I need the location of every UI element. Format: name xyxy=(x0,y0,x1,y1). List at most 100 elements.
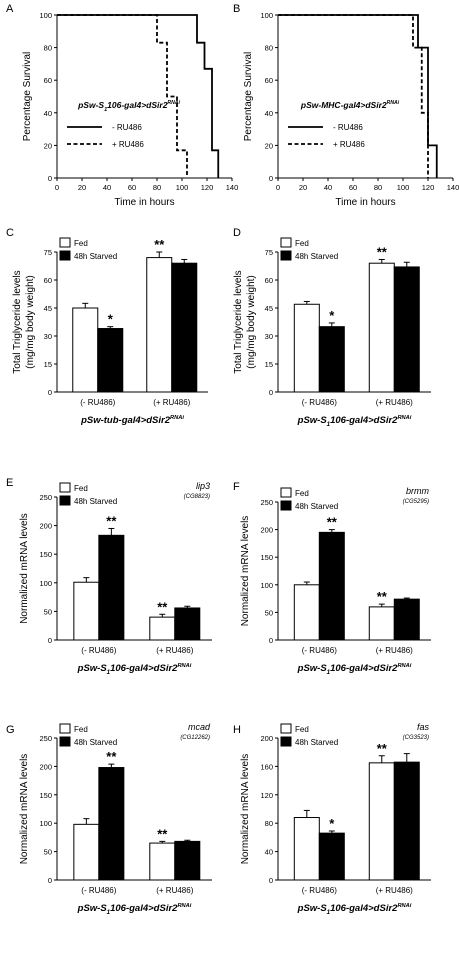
y-tick-label: 15 xyxy=(44,360,52,369)
bar-fed xyxy=(293,817,320,881)
legend-label: - RU486 xyxy=(112,123,142,132)
bar-fed xyxy=(146,257,173,393)
x-tick-label: 120 xyxy=(422,183,435,192)
legend-swatch-fed xyxy=(59,482,71,493)
legend-label: 48h Starved xyxy=(74,252,117,261)
legend-swatch-fed xyxy=(280,723,292,734)
y-tick-label: 100 xyxy=(260,581,273,590)
y-tick-label: 0 xyxy=(269,174,273,183)
y-axis-label: Total Triglyceride levels xyxy=(12,270,23,373)
gene-name: mcad xyxy=(188,722,211,732)
y-tick-label: 80 xyxy=(265,44,273,53)
bar-fed xyxy=(149,616,176,641)
x-tick-label: 60 xyxy=(349,183,357,192)
y-tick-label: 200 xyxy=(260,526,273,535)
y-tick-label: 80 xyxy=(265,819,273,828)
genotype-label: pSw-MHC-gal4>dSir2RNAi xyxy=(300,100,400,110)
significance-mark: * xyxy=(329,308,335,323)
x-tick-label: 140 xyxy=(226,183,239,192)
y-tick-label: 0 xyxy=(48,636,52,645)
category-label: (- RU486) xyxy=(81,886,116,895)
category-label: (+ RU486) xyxy=(376,646,413,655)
y-tick-label: 60 xyxy=(265,76,273,85)
x-axis-label: Time in hours xyxy=(114,197,174,208)
x-tick-label: 100 xyxy=(397,183,410,192)
y-tick-label: 160 xyxy=(260,762,273,771)
significance-mark: ** xyxy=(377,244,388,259)
x-tick-label: 40 xyxy=(324,183,332,192)
y-tick-label: 60 xyxy=(265,276,273,285)
significance-mark: * xyxy=(108,312,114,327)
bar-starved xyxy=(171,262,198,393)
panel-letter: E xyxy=(6,477,13,489)
y-tick-label: 40 xyxy=(44,109,52,118)
bar-starved xyxy=(174,840,201,881)
y-tick-label: 60 xyxy=(44,76,52,85)
genotype-label: pSw-S1106-gal4>dSir2RNAi xyxy=(297,903,412,916)
bar-starved xyxy=(98,534,125,641)
y-tick-label: 100 xyxy=(39,579,52,588)
survival-line-plus-ru486 xyxy=(278,14,429,178)
bar-fed xyxy=(293,584,320,641)
panel-b: B 0 20 40 60 80 100 0 20 40 60 80 100 120 140 Time in h… xyxy=(233,3,459,208)
bar-fed xyxy=(293,303,320,393)
x-tick-label: 0 xyxy=(55,183,59,192)
y-tick-label: 15 xyxy=(265,360,273,369)
gene-id: (CG8823) xyxy=(184,494,210,500)
legend-swatch-fed xyxy=(280,237,292,248)
y-axis-label: Percentage Survival xyxy=(243,52,254,142)
panel-a: A 0 20 40 60 80 100 0 20 40 60 80 100 120 140 Time in h… xyxy=(6,3,238,208)
genotype-label: pSw-S1106-gal4>dSir2RNAi xyxy=(77,903,192,916)
y-axis-label: Total Triglyceride levels xyxy=(233,270,244,373)
x-tick-label: 40 xyxy=(103,183,111,192)
gene-id: (CG5295) xyxy=(403,499,429,505)
category-label: (+ RU486) xyxy=(156,646,193,655)
legend-label: Fed xyxy=(74,484,88,493)
x-tick-label: 20 xyxy=(78,183,86,192)
legend-label: Fed xyxy=(74,725,88,734)
gene-id: (CG12262) xyxy=(180,735,210,741)
genotype-label: pSw-tub-gal4>dSir2RNAi xyxy=(80,415,184,426)
legend-swatch-fed xyxy=(280,487,292,498)
legend-label: Fed xyxy=(295,725,309,734)
x-tick-label: 140 xyxy=(447,183,459,192)
y-tick-label: 40 xyxy=(265,848,273,857)
y-tick-label: 0 xyxy=(48,876,52,885)
bar-starved xyxy=(174,607,201,641)
y-tick-label: 0 xyxy=(269,388,273,397)
y-tick-label: 50 xyxy=(44,848,52,857)
y-tick-label: 20 xyxy=(44,141,52,150)
y-tick-label: 0 xyxy=(269,876,273,885)
y-tick-label: 75 xyxy=(265,248,273,257)
y-tick-label: 50 xyxy=(265,608,273,617)
x-tick-label: 20 xyxy=(299,183,307,192)
gene-name: brmm xyxy=(406,486,429,496)
y-tick-label: 45 xyxy=(44,304,52,313)
x-tick-label: 120 xyxy=(201,183,214,192)
panel-letter: H xyxy=(233,724,241,736)
category-label: (- RU486) xyxy=(302,398,337,407)
y-tick-label: 45 xyxy=(265,304,273,313)
survival-line-plus-ru486 xyxy=(57,14,188,178)
legend-swatch-starved xyxy=(59,495,71,506)
bar-fed xyxy=(73,581,100,641)
genotype-label: pSw-S1106-gal4>dSir2RNAi xyxy=(297,663,412,676)
bar-starved xyxy=(318,531,345,641)
category-label: (+ RU486) xyxy=(376,886,413,895)
panel-letter: F xyxy=(233,481,240,493)
x-tick-label: 0 xyxy=(276,183,280,192)
y-tick-label: 100 xyxy=(39,11,52,20)
y-tick-label: 0 xyxy=(48,174,52,183)
y-tick-label: 150 xyxy=(260,553,273,562)
significance-mark: ** xyxy=(157,826,168,841)
survival-line-minus-ru486 xyxy=(57,14,220,178)
legend-swatch-starved xyxy=(59,736,71,747)
panel-f: F 0 50 100 150 200 250 (- RU486) (+ RU486) ** ** Fe… xyxy=(233,481,431,676)
category-label: (+ RU486) xyxy=(153,398,190,407)
genotype-label: pSw-S1106-gal4>dSir2RNAi xyxy=(77,100,180,113)
bar-fed xyxy=(368,762,395,881)
bar-fed xyxy=(368,606,395,641)
